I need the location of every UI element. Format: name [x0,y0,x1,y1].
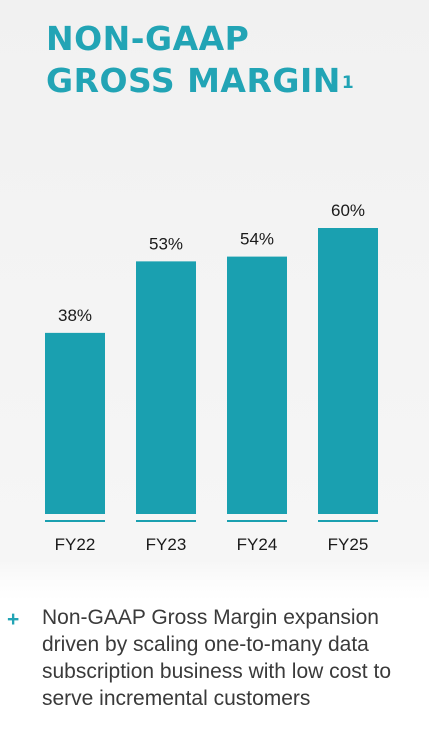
bar-fy22 [45,332,105,514]
chart-title-line-1: NON-GAAP [46,19,250,58]
footnote-marker: 1 [341,73,355,93]
value-label-fy23: 53% [149,234,183,253]
value-label-fy24: 54% [240,230,274,249]
category-label-fy24: FY24 [237,535,278,554]
bullet-text: Non-GAAP Gross Margin expansion driven b… [42,606,391,710]
bar-fy24 [227,256,287,514]
value-label-fy22: 38% [58,306,92,325]
chart-title-line-2: GROSS MARGIN1 [46,60,354,102]
plus-icon: + [7,608,20,631]
chart-title-line-2-text: GROSS MARGIN [46,61,341,100]
bar-baseline-fy22 [45,520,105,522]
bar-baseline-fy25 [318,520,378,522]
category-label-fy23: FY23 [146,535,187,554]
bar-fy23 [136,261,196,514]
category-label-fy25: FY25 [328,535,369,554]
bar-baseline-fy23 [136,520,196,522]
bar-fy25 [318,228,378,514]
chart-title: NON-GAAP GROSS MARGIN1 [46,18,354,102]
bar-baseline-fy24 [227,520,287,522]
bar-chart: 38% FY22 53% FY23 54% FY24 60% FY25 [45,201,378,554]
value-label-fy25: 60% [331,201,365,220]
category-label-fy22: FY22 [55,535,96,554]
